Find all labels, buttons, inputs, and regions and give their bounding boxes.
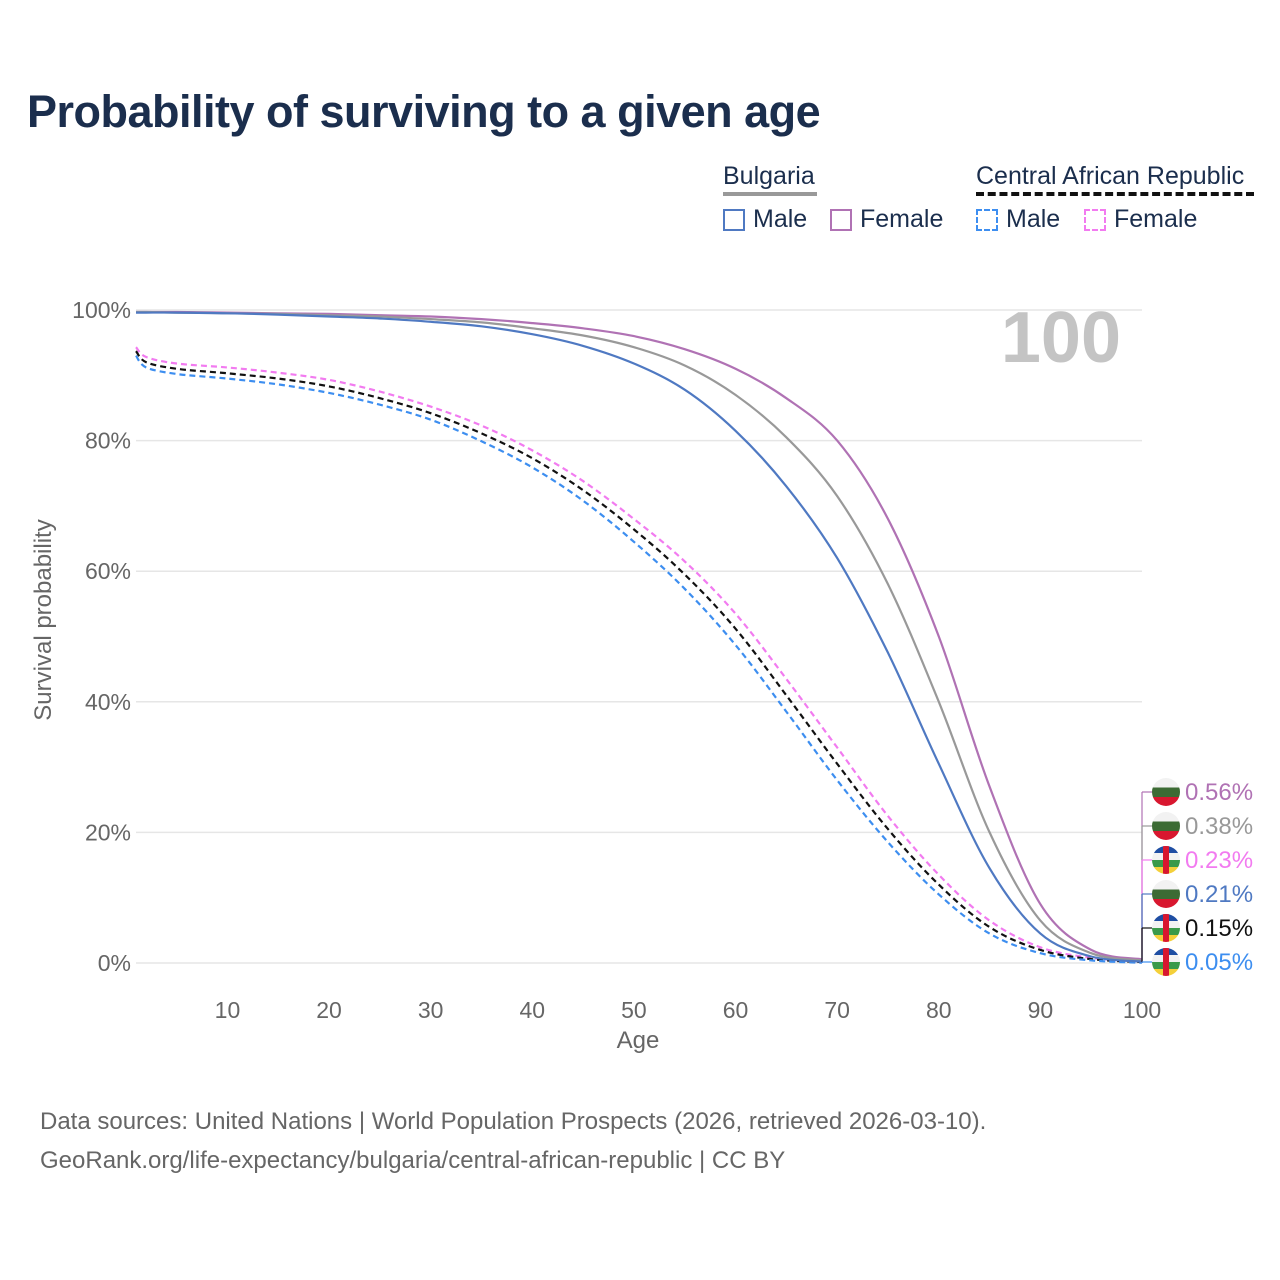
y-tick-label: 40% [85,689,131,715]
x-tick-label: 80 [926,997,952,1023]
series-line-central-african-republic-both-sexes [135,350,1143,964]
series-line-central-african-republic-female [135,346,1143,963]
series-line-bulgaria-male [135,311,1143,963]
central-african-republic-flag-icon [1152,914,1180,942]
series-lines [135,310,1143,964]
page-title: Probability of surviving to a given age [27,86,821,137]
series-line-bulgaria-both-sexes [135,310,1143,962]
grid [136,309,1142,964]
footer-sources: Data sources: United Nations | World Pop… [40,1108,987,1135]
legend-label: Male [1006,205,1061,233]
footer-link[interactable]: GeoRank.org/life-expectancy/bulgaria/cen… [40,1147,786,1174]
x-axis-title: Age [617,1027,660,1054]
x-tick-label: 10 [215,997,241,1023]
legend-swatch-bulgaria-male [723,208,745,231]
x-tick-label: 40 [520,997,546,1023]
series-line-central-african-republic-male [135,354,1143,964]
legend-label: Male [753,205,808,233]
legend-label: Female [860,205,944,233]
legend-group-bulgaria-underline [723,192,817,196]
x-tick-label: 20 [316,997,342,1023]
end-label-value: 0.23% [1185,847,1253,874]
y-tick-label: 60% [85,558,131,584]
end-label-value: 0.15% [1185,915,1253,942]
y-tick-label: 20% [85,819,131,845]
series-line-bulgaria-female [135,310,1143,961]
legend-group-car-title: Central African Republic [976,162,1245,190]
x-tick-label: 50 [621,997,647,1023]
y-axis-title: Survival probability [30,519,57,720]
legend-swatch-car-female [1084,208,1106,231]
x-tick-label: 30 [418,997,444,1023]
central-african-republic-flag-icon [1152,948,1180,976]
x-tick-label: 100 [1123,997,1161,1023]
end-label-value: 0.38% [1185,813,1253,840]
x-tick-label: 90 [1028,997,1054,1023]
x-axis: 10 20 30 40 50 60 70 80 90 100 [215,997,1162,1023]
legend-item-bulgaria-male[interactable]: Male [723,205,807,234]
legend-label: Female [1114,205,1198,233]
legend-item-bulgaria-female[interactable]: Female [830,205,943,234]
y-axis: 0% 20% 40% 60% 80% 100% [72,297,131,976]
x-tick-label: 70 [824,997,850,1023]
legend-swatch-bulgaria-female [830,208,852,231]
end-label-value: 0.56% [1185,779,1253,806]
y-tick-label: 0% [98,950,131,976]
central-african-republic-flag-icon [1152,846,1180,874]
end-label-value: 0.05% [1185,949,1253,976]
y-tick-label: 100% [72,297,131,323]
legend-swatch-car-male [976,208,998,231]
legend-item-car-male[interactable]: Male [976,205,1060,234]
legend-group-car-underline [976,192,1254,196]
y-tick-label: 80% [85,428,131,454]
x-tick-label: 60 [723,997,749,1023]
bulgaria-flag-icon [1152,880,1180,908]
bulgaria-flag-icon [1152,778,1180,806]
end-labels: 0.56% 0.38% 0.23% 0.21% 0.15% 0.05% [1141,778,1253,976]
bulgaria-flag-icon [1152,812,1180,840]
legend-group-bulgaria-title: Bulgaria [723,162,815,190]
end-label-value: 0.21% [1185,881,1253,908]
legend-item-car-female[interactable]: Female [1084,205,1197,234]
highlight-age-label: 100 [1001,298,1121,378]
